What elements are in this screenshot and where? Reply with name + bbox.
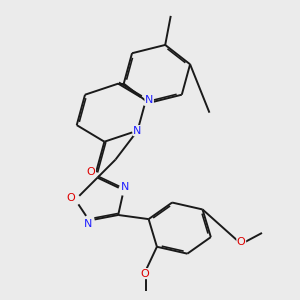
Text: N: N xyxy=(120,182,129,192)
Text: N: N xyxy=(134,126,142,136)
Text: N: N xyxy=(84,219,92,229)
Text: O: O xyxy=(87,167,95,177)
Text: O: O xyxy=(237,237,246,247)
Text: O: O xyxy=(66,194,75,203)
Text: O: O xyxy=(140,268,149,279)
Text: N: N xyxy=(145,95,153,105)
